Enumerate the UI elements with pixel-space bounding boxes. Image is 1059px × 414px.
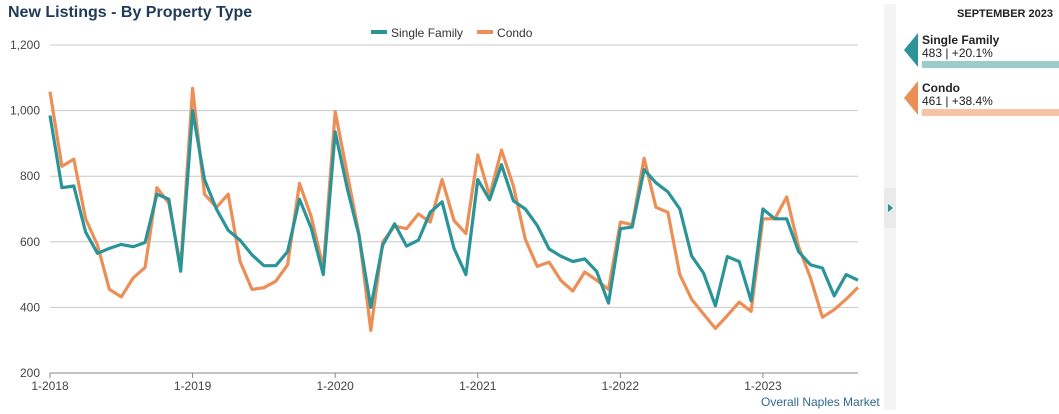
x-tick-label: 1-2020 — [316, 379, 354, 393]
kpi-value: 461 | +38.4% — [922, 94, 993, 108]
legend-entry[interactable]: Condo — [497, 26, 533, 40]
y-tick-label: 800 — [20, 169, 40, 183]
y-tick-label: 1,000 — [10, 104, 40, 118]
legend-swatch — [477, 30, 494, 34]
y-tick-label: 400 — [20, 300, 40, 314]
market-link[interactable]: Overall Naples Market — [761, 395, 880, 409]
x-tick-label: 1-2022 — [602, 379, 640, 393]
kpi-bar — [922, 61, 1059, 68]
summary-panel: SEPTEMBER 2023 Single Family 483 | +20.1… — [898, 0, 1059, 414]
axes: 200 400 600 800 1,000 1,200 1-2018 1-2019 1-2020… — [10, 38, 782, 393]
pointer-icon — [904, 33, 918, 67]
y-tick-label: 200 — [20, 366, 40, 380]
legend-entry[interactable]: Single Family — [391, 26, 463, 40]
kpi-single-family[interactable]: Single Family 483 | +20.1% — [898, 33, 1059, 79]
series-lines — [48, 86, 860, 332]
legend-swatch — [371, 30, 387, 34]
x-tick-label: 1-2023 — [744, 379, 782, 393]
period-label: SEPTEMBER 2023 — [957, 8, 1053, 20]
kpi-name: Single Family — [922, 33, 1000, 47]
chart-title: New Listings - By Property Type — [8, 4, 253, 21]
kpi-name: Condo — [922, 81, 960, 95]
kpi-condo[interactable]: Condo 461 | +38.4% — [898, 81, 1059, 127]
x-tick-label: 1-2019 — [174, 379, 212, 393]
pointer-icon — [904, 81, 918, 115]
y-tick-label: 1,200 — [10, 38, 40, 52]
series-line-single-family — [48, 108, 859, 309]
collapse-toggle-button[interactable] — [884, 188, 896, 228]
kpi-value: 483 | +20.1% — [922, 46, 993, 60]
grid — [50, 44, 858, 374]
x-tick-label: 1-2018 — [31, 379, 69, 393]
line-chart: 200 400 600 800 1,000 1,200 1-2018 1-2019 1-2020… — [10, 26, 860, 393]
legend[interactable]: Single Family Condo — [371, 26, 533, 40]
x-tick-label: 1-2021 — [459, 379, 497, 393]
y-tick-label: 600 — [20, 235, 40, 249]
chevron-right-icon — [887, 204, 893, 212]
kpi-bar — [922, 109, 1059, 116]
